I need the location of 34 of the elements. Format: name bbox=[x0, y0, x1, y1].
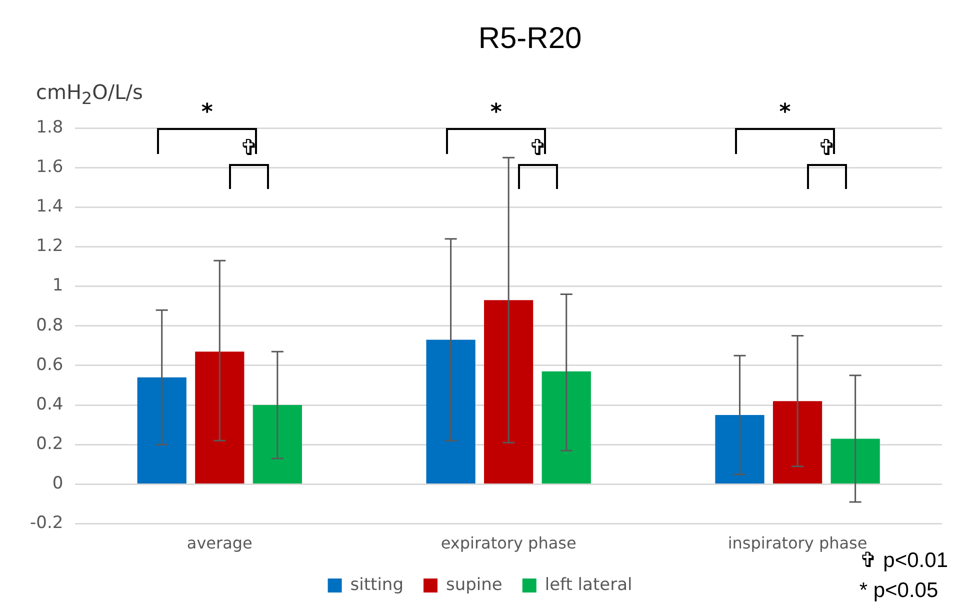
y-tick-label: 1.4 bbox=[36, 196, 64, 217]
bar bbox=[137, 377, 186, 484]
y-tick-label: 0.6 bbox=[36, 354, 64, 375]
bar bbox=[195, 352, 244, 484]
text: * bbox=[200, 100, 214, 126]
text: * bbox=[489, 100, 503, 126]
bar bbox=[542, 371, 591, 484]
text: * bbox=[778, 100, 792, 126]
bar bbox=[484, 300, 534, 484]
bar bbox=[772, 401, 822, 484]
x-tick-label: expiratory phase bbox=[440, 534, 576, 553]
text: * p<0.05 bbox=[859, 578, 940, 604]
x-tick-label: average bbox=[186, 534, 252, 553]
annotation: ✞ bbox=[528, 136, 548, 162]
bar bbox=[426, 340, 476, 484]
chart-title: R5-R20 bbox=[477, 22, 583, 56]
annotation: ✞ bbox=[238, 136, 260, 162]
y-axis-title: cmH$_{2}$O/L/s bbox=[36, 80, 143, 108]
bar bbox=[252, 405, 302, 484]
y-tick-label: 1.2 bbox=[36, 236, 64, 256]
y-tick-label: -0.2 bbox=[30, 513, 64, 534]
y-tick-label: 1.6 bbox=[36, 157, 64, 177]
y-tick-label: 1.8 bbox=[36, 117, 64, 138]
bar bbox=[715, 414, 764, 484]
annotation: ✞ bbox=[816, 136, 838, 162]
y-tick-label: 0.8 bbox=[36, 315, 64, 336]
legend-label: left lateral bbox=[544, 574, 632, 595]
bar bbox=[830, 438, 880, 484]
legend-label: sitting bbox=[350, 574, 404, 595]
y-tick-label: 0 bbox=[52, 474, 64, 494]
y-tick-label: 0.4 bbox=[36, 394, 64, 414]
legend-label: supine bbox=[446, 574, 502, 595]
y-tick-label: 0.2 bbox=[36, 434, 64, 454]
y-tick-label: 1 bbox=[52, 276, 64, 296]
